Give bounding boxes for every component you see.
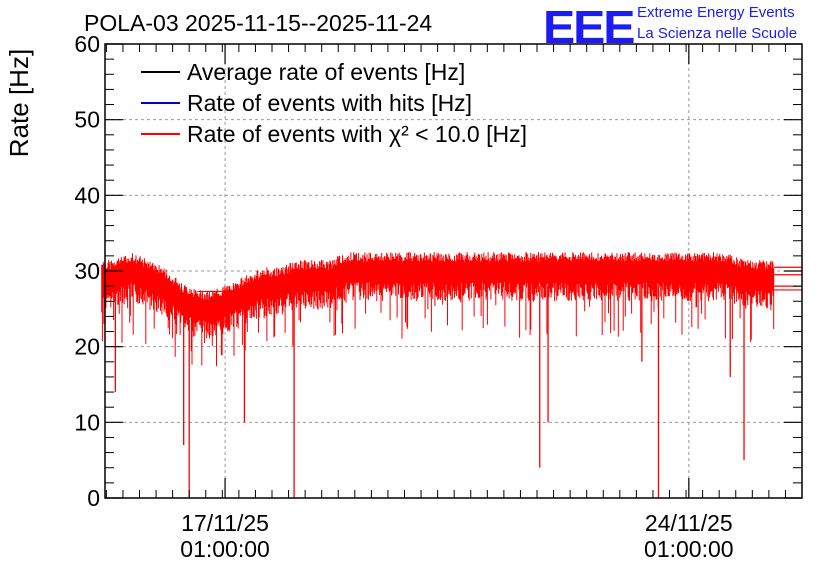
legend: Average rate of events [Hz] Rate of event… bbox=[141, 59, 527, 147]
eee-logo: EEE bbox=[543, 1, 635, 53]
brand-line-1: Extreme Energy Events bbox=[637, 4, 795, 21]
y-tick-label: 0 bbox=[87, 485, 100, 511]
y-tick-label: 50 bbox=[74, 107, 100, 133]
x-tick-label-date: 24/11/25 bbox=[645, 510, 733, 536]
data-series bbox=[101, 252, 802, 498]
x-tick-label-time: 01:00:00 bbox=[180, 536, 270, 562]
y-tick-label: 30 bbox=[74, 258, 100, 284]
brand-line-2: La Scienza nelle Scuole bbox=[637, 25, 798, 42]
legend-label: Rate of events with hits [Hz] bbox=[187, 90, 472, 116]
chart-title: POLA-03 2025-11-15--2025-11-24 bbox=[84, 10, 433, 36]
legend-label: Rate of events with χ² < 10.0 [Hz] bbox=[187, 121, 527, 147]
x-tick-label-date: 17/11/25 bbox=[181, 510, 269, 536]
chi2-rate-trace bbox=[101, 252, 775, 367]
y-axis-label: Rate [Hz] bbox=[4, 49, 34, 157]
legend-label: Average rate of events [Hz] bbox=[187, 59, 465, 85]
y-tick-label: 20 bbox=[74, 334, 100, 360]
x-tick-label-time: 01:00:00 bbox=[644, 536, 734, 562]
y-tick-label: 10 bbox=[74, 409, 100, 435]
y-tick-label: 40 bbox=[74, 182, 100, 208]
axes: 010203040506017/11/2501:00:0024/11/2501:… bbox=[74, 31, 802, 562]
y-tick-label: 60 bbox=[74, 31, 100, 57]
